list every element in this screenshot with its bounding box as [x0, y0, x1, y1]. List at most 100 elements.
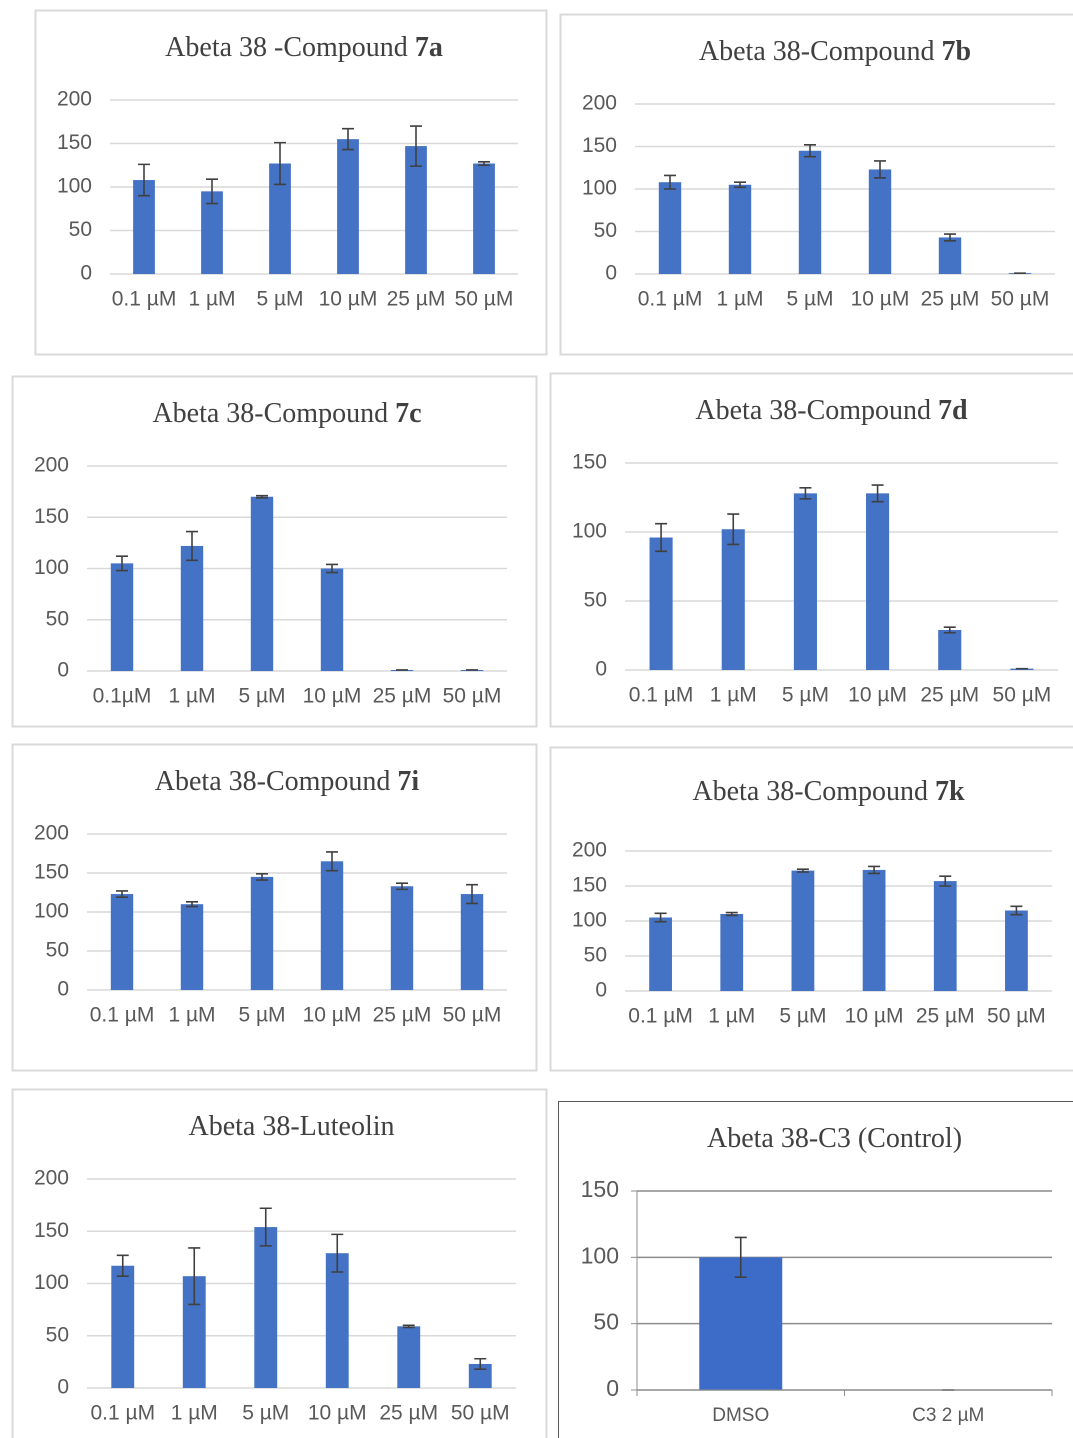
error-bar — [206, 178, 218, 205]
x-tick-label: 10 µM — [303, 685, 362, 708]
chart-title: Abeta 38-Compound 7d — [695, 395, 968, 426]
x-tick-label: 25 µM — [916, 1005, 975, 1028]
error-bar — [274, 141, 286, 186]
y-tick-label: 0 — [80, 262, 92, 285]
bar — [405, 146, 427, 274]
panel-border — [11, 375, 538, 728]
panel-border — [11, 1088, 548, 1438]
bar — [397, 1326, 421, 1388]
bar — [254, 1227, 278, 1388]
chart-panel: Abeta 38 -Compound 7a 0 50 100 150 200 0.1 µM 1… — [34, 9, 548, 356]
y-tick-label: 200 — [57, 88, 92, 111]
error-bar — [474, 1357, 487, 1370]
x-tick-label: 1 µM — [710, 684, 757, 707]
bar — [325, 1253, 349, 1388]
x-tick-label: 1 µM — [708, 1005, 755, 1028]
bar — [180, 904, 204, 990]
x-tick-label: 25 µM — [921, 288, 980, 311]
x-tick-label: 10 µM — [851, 288, 910, 311]
y-tick-label: 200 — [34, 822, 69, 845]
title-suffix: 7k — [935, 776, 965, 807]
x-tick-label: 25 µM — [387, 288, 446, 311]
x-tick-label: 5 µM — [238, 685, 285, 708]
y-tick-label: 150 — [572, 451, 607, 474]
bar — [791, 870, 815, 991]
bar — [728, 184, 752, 274]
error-bar — [326, 851, 338, 872]
x-tick-label: 50 µM — [443, 1004, 502, 1027]
error-bar — [943, 626, 956, 634]
chart-panel: Abeta 38-C3 (Control) 0 50 100 150 DMSO C3 2 µ… — [558, 1101, 1073, 1438]
error-bar — [799, 487, 812, 500]
x-tick-label: 5 µM — [238, 1004, 285, 1027]
chart-title: Abeta 38-C3 (Control) — [707, 1123, 962, 1154]
error-bar — [188, 1247, 201, 1306]
bar — [793, 493, 817, 670]
x-tick-label: 0.1 µM — [90, 1402, 155, 1425]
error-bar — [655, 522, 668, 553]
error-bar — [1010, 905, 1023, 916]
y-tick-label: 200 — [34, 454, 69, 477]
x-tick-label: 1 µM — [188, 288, 235, 311]
y-tick-label: 150 — [34, 861, 69, 884]
bar — [473, 163, 495, 274]
chart-title: Abeta 38-Compound 7c — [152, 398, 421, 429]
x-tick-label: 1 µM — [171, 1402, 218, 1425]
y-tick-label: 200 — [34, 1167, 69, 1190]
x-tick-label: 10 µM — [845, 1005, 904, 1028]
x-tick-label: 25 µM — [379, 1402, 438, 1425]
error-bar — [939, 875, 952, 887]
y-tick-label: 0 — [57, 659, 69, 682]
y-tick-label: 150 — [34, 1219, 69, 1242]
x-tick-label: DMSO — [712, 1405, 769, 1426]
title-text: Abeta 38-Compound — [152, 398, 388, 429]
y-tick-label: 0 — [57, 1376, 69, 1399]
title-text: Abeta 38-Compound — [699, 36, 935, 67]
x-tick-label: 0.1 µM — [638, 288, 703, 311]
bar — [933, 881, 957, 991]
y-tick-label: 50 — [584, 589, 607, 612]
bar — [201, 191, 223, 274]
bar — [250, 496, 274, 671]
x-tick-label: 5 µM — [782, 684, 829, 707]
title-text: Abeta 38-Compound — [695, 395, 931, 426]
y-tick-label: 150 — [34, 505, 69, 528]
error-bar — [396, 882, 408, 891]
y-tick-label: 50 — [46, 939, 69, 962]
bar — [337, 139, 359, 274]
error-bar — [410, 125, 422, 167]
error-bar — [796, 868, 809, 873]
x-tick-label: 5 µM — [256, 288, 303, 311]
y-tick-label: 100 — [57, 175, 92, 198]
bar — [699, 1257, 783, 1390]
bar — [721, 529, 745, 670]
x-tick-label: 50 µM — [993, 684, 1052, 707]
title-text: Abeta 38-Compound — [155, 766, 391, 797]
y-tick-label: 100 — [572, 909, 607, 932]
x-tick-label: 1 µM — [716, 288, 763, 311]
chart-title: Abeta 38-Luteolin — [188, 1111, 394, 1142]
bar — [938, 629, 962, 670]
y-tick-label: 150 — [57, 131, 92, 154]
y-tick-label: 150 — [581, 1176, 619, 1202]
title-suffix: 7c — [395, 398, 421, 429]
bar — [862, 869, 886, 991]
panel-border — [558, 1101, 1073, 1438]
x-tick-label: 0.1 µM — [90, 1004, 155, 1027]
y-tick-label: 50 — [594, 219, 617, 242]
bar — [938, 237, 962, 274]
chart-title: Abeta 38-Compound 7b — [699, 36, 971, 67]
x-tick-label: 5 µM — [779, 1005, 826, 1028]
y-tick-label: 50 — [69, 218, 92, 241]
error-bar — [654, 912, 667, 923]
x-tick-label: 10 µM — [308, 1402, 367, 1425]
y-tick-label: 150 — [582, 134, 617, 157]
bar — [658, 182, 682, 274]
bar — [320, 861, 344, 990]
chart-title: Abeta 38-Compound 7k — [692, 776, 965, 807]
bar — [460, 894, 484, 990]
bar — [720, 914, 744, 991]
panel-border — [11, 743, 538, 1072]
chart-panel: Abeta 38-Compound 7c 0 50 100 150 200 0.1µM 1 µ… — [11, 375, 538, 728]
error-bar — [804, 144, 816, 158]
